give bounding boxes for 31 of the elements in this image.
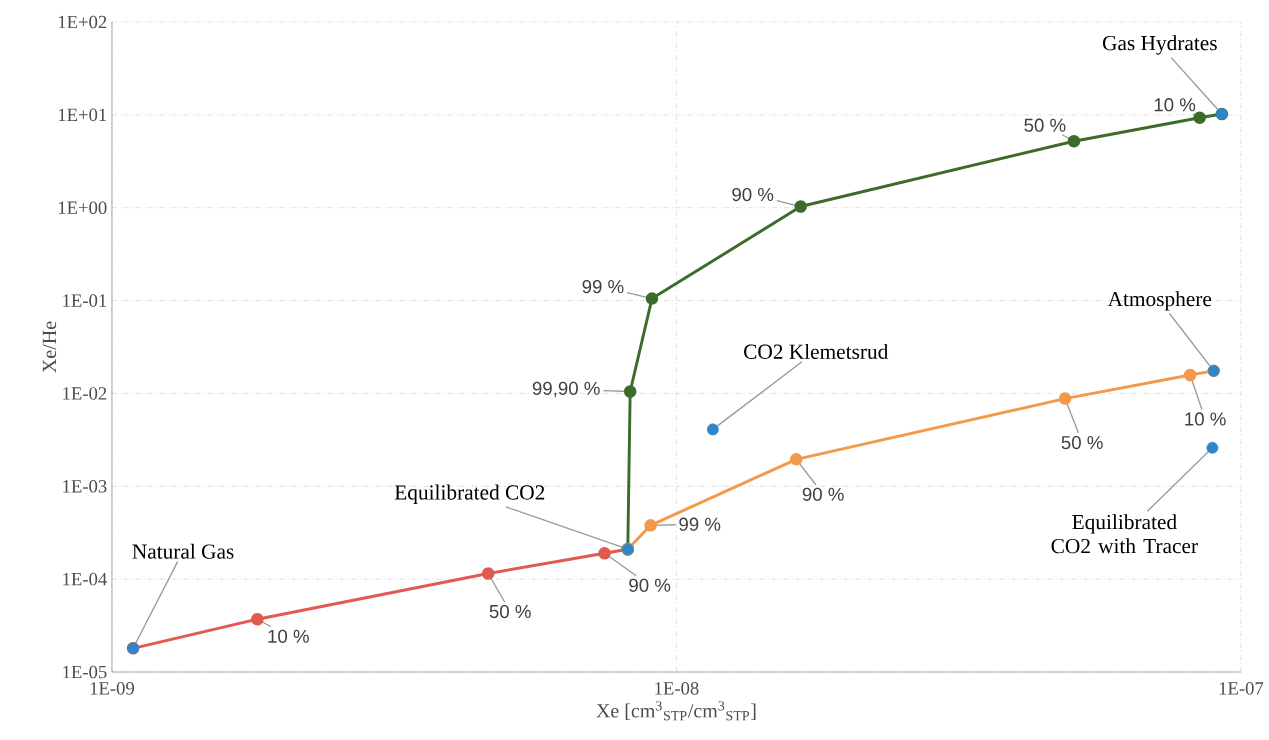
annotation: Equilibrated CO2 bbox=[394, 484, 545, 504]
annotation: Gas Hydrates bbox=[1102, 35, 1217, 55]
annotation: 99 % bbox=[582, 279, 624, 294]
x-tick-label: 1E-09 bbox=[90, 682, 134, 695]
annotation: Equilibrated CO2 with Tracer bbox=[1051, 514, 1198, 554]
annotation: 50 % bbox=[1024, 118, 1066, 132]
annotation: Natural Gas bbox=[132, 543, 234, 559]
annotation: 99 % bbox=[679, 517, 721, 531]
y-tick-label: 1E-02 bbox=[63, 387, 107, 400]
annotation: 90 % bbox=[732, 187, 774, 202]
x-tick-label: 1E-07 bbox=[1219, 682, 1264, 695]
y-tick-label: 1E+00 bbox=[58, 201, 107, 215]
annotation: 90 % bbox=[629, 578, 671, 592]
annotation: 50 % bbox=[1061, 435, 1103, 450]
annotation: 90 % bbox=[802, 487, 844, 501]
y-tick-label: 1E+02 bbox=[58, 15, 107, 29]
annotation: 10 % bbox=[1185, 412, 1226, 426]
annotation: 99,90 % bbox=[532, 381, 600, 398]
x-axis-title: Xe [cm$^{3}$$_{STP}$/cm$^{3}$$_{STP}$] bbox=[596, 701, 756, 721]
y-tick-label: 1E-03 bbox=[63, 479, 107, 493]
annotation: Atmosphere bbox=[1107, 291, 1212, 311]
x-tick-label: 1E-08 bbox=[655, 682, 699, 695]
y-tick-label: 1E-04 bbox=[63, 572, 107, 586]
annotation: 10 % bbox=[1154, 98, 1196, 112]
y-axis-title: Xe/He bbox=[42, 321, 57, 373]
annotation: 10 % bbox=[268, 629, 309, 643]
y-tick-label: 1E-01 bbox=[63, 294, 107, 307]
y-tick-label: 1E-05 bbox=[63, 665, 107, 679]
annotation: 50 % bbox=[489, 604, 531, 619]
y-tick-label: 1E+01 bbox=[58, 108, 107, 122]
annotation: CO2 Klemetsrud bbox=[744, 343, 889, 359]
